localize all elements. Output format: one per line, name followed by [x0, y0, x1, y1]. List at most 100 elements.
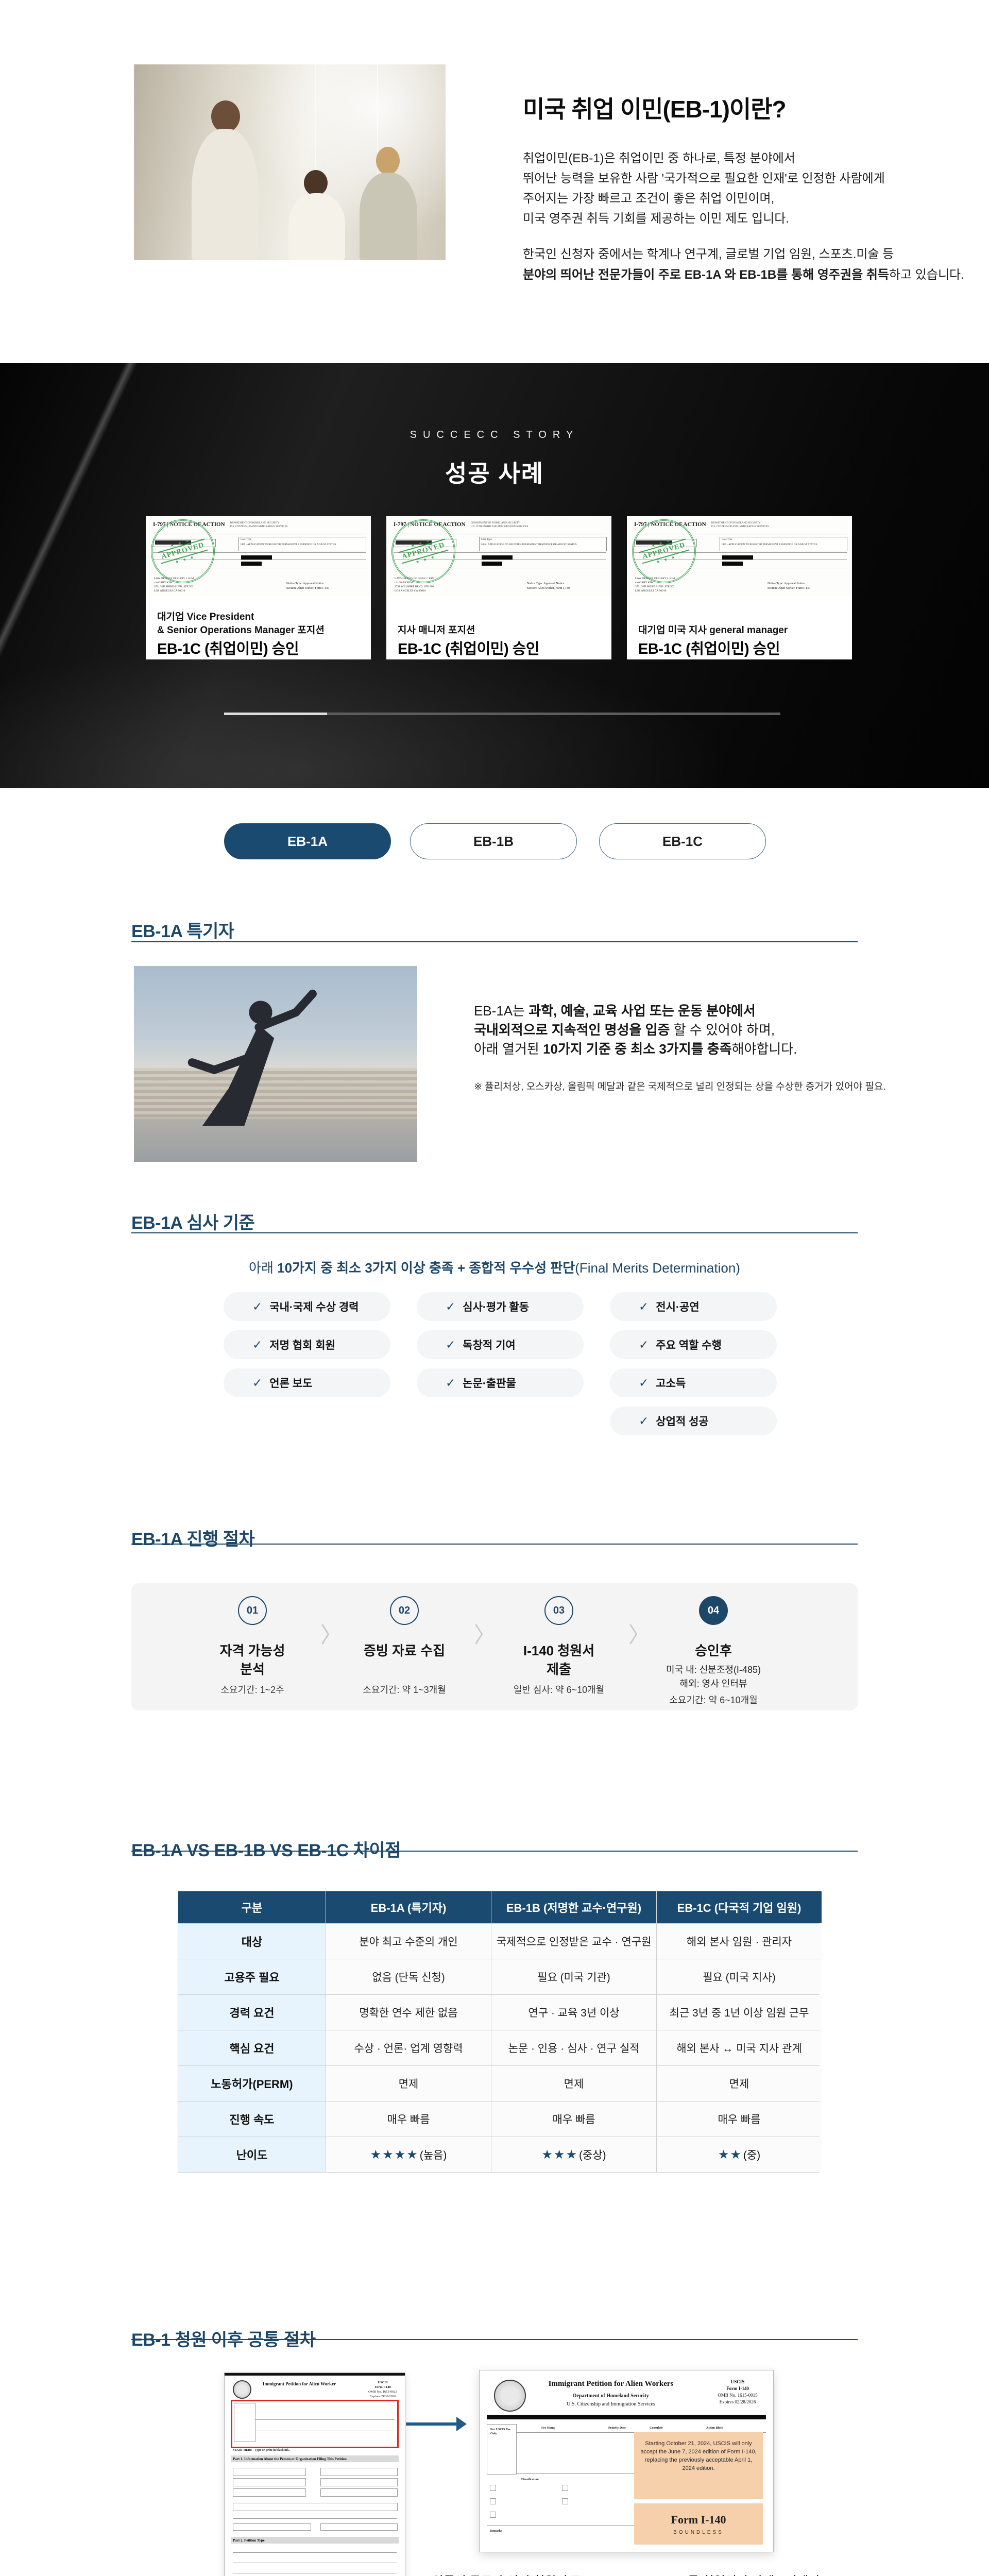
i797-address: LAW OFFICES OF GARY J. KIM c/o GARY KIM …	[635, 577, 675, 593]
table-cell: 분야 최고 수준의 개인	[326, 1924, 491, 1959]
approval-document-image: I-797 | NOTICE OF ACTION DEPARTMENT OF H…	[627, 516, 852, 596]
section-heading-eb1a: EB-1A 특기자	[131, 922, 234, 942]
check-icon: ✓	[446, 1299, 456, 1313]
i797-agency: DEPARTMENT OF HOMELAND SECURITY U.S. CIT…	[471, 521, 528, 529]
redaction-bar	[722, 562, 743, 566]
form-title: Immigrant Petition for Alien Worker	[262, 2381, 336, 2386]
hero-p1-line: 취업이민(EB-1)은 취업이민 중 하나로, 특정 분야에서	[523, 151, 795, 165]
table-row-label: 대상	[178, 1924, 326, 1959]
uscis-label: USCIS	[378, 2381, 388, 2384]
i140-form-large: Immigrant Petition for Alien Workers Dep…	[479, 2370, 774, 2552]
eb1a-line: 국내외적으로 지속적인 명성을 입증 할 수 있어야 하며,	[474, 1022, 775, 1038]
form-field	[233, 2488, 306, 2497]
checkbox	[562, 2485, 568, 2491]
case-type-label: Case Type	[241, 538, 251, 541]
section-line: Section: Alien worker, Form I-140	[527, 587, 570, 590]
section-divider	[131, 941, 858, 942]
star-rating-note: (높음)	[419, 2149, 447, 2161]
carousel-scrollbar[interactable]	[224, 713, 780, 715]
page-title: 미국 취업 이민(EB-1)이란?	[523, 96, 787, 123]
tab-eb1c[interactable]: EB-1C	[599, 823, 766, 859]
step-duration: 일반 심사: 약 6~10개월	[513, 1685, 605, 1695]
criteria-item-label: 논문·출판물	[463, 1378, 516, 1389]
tab-eb1b[interactable]: EB-1B	[410, 823, 577, 859]
i797-address: LAW OFFICES OF GARY J. KIM c/o GARY KIM …	[395, 577, 434, 593]
hero-meeting-photo	[134, 64, 446, 260]
address-line: c/o GARY KIM	[635, 581, 654, 584]
address-line: 3731 WILSHIRE BLVD. STE 502	[635, 585, 675, 588]
i797-header: I-797 | NOTICE OF ACTION DEPARTMENT OF H…	[394, 521, 606, 529]
step-duration: 소요기간: 1~2주	[220, 1685, 284, 1695]
case-type-box: Case Type I485 - APPLICATION TO REGISTER…	[238, 537, 366, 551]
step-sub-line: 미국 내: 신분조정(I-485)	[666, 1665, 761, 1675]
tab-eb1a[interactable]: EB-1A	[224, 823, 391, 859]
criteria-item: ✓ 언론 보도	[224, 1368, 390, 1397]
form-line	[255, 2419, 395, 2420]
divider	[394, 552, 606, 553]
after-caption-line1: 외국인 근로자 이민 청원서'로, EB-1, EB-2, EB-3 등 취업이…	[394, 2571, 858, 2576]
i797-approval-document: I-797 | NOTICE OF ACTION DEPARTMENT OF H…	[627, 516, 852, 596]
check-icon: ✓	[446, 1337, 456, 1351]
section-divider	[131, 1232, 858, 1233]
form-number: Form I-140	[726, 2386, 749, 2391]
hero-p2-line1: 한국인 신청자 중에서는 학계나 연구계, 글로벌 기업 임원, 스포츠.미술 …	[523, 247, 894, 261]
i797-approval-document: I-797 | NOTICE OF ACTION DEPARTMENT OF H…	[146, 516, 371, 596]
table-cell: 필요 (미국 지사)	[657, 1959, 822, 1994]
process-panel: 01 자격 가능성 분석 소요기간: 1~2주 02 증빙 자료 수집 소요기간:…	[131, 1583, 858, 1710]
arrow-right-icon	[406, 2422, 457, 2426]
address-line: LOS ANGELES CA 90010	[635, 589, 667, 592]
address-line: LOS ANGELES CA 90010	[395, 589, 426, 592]
hero-paragraph-1: 취업이민(EB-1)은 취업이민 중 하나로, 특정 분야에서 뛰어난 능력을 …	[523, 148, 885, 229]
criteria-item: ✓ 심사·평가 활동	[417, 1292, 584, 1321]
address-line: c/o GARY KIM	[395, 581, 413, 584]
form-top-bar	[225, 2373, 405, 2376]
start-here-line: START HERE - Type or print in black ink.	[233, 2449, 290, 2452]
check-icon: ✓	[252, 1376, 263, 1389]
form-line	[233, 2518, 397, 2519]
case-type-label: Case Type	[481, 538, 492, 541]
approval-document-image: I-797 | NOTICE OF ACTION DEPARTMENT OF H…	[386, 516, 611, 596]
form-title: Immigrant Petition for Alien Workers	[548, 2380, 674, 2388]
expiry-date: Expires 02/28/2026	[719, 2399, 756, 2404]
success-card-result: EB-1C (취업이민) 승인	[638, 641, 780, 657]
omb-number: OMB No. 1615-0023	[368, 2390, 397, 2394]
table-cell: 국제적으로 인정받은 교수 · 연구원	[491, 1924, 656, 1959]
form-field	[320, 2488, 398, 2497]
criteria-item-label: 전시·공연	[656, 1301, 700, 1313]
carousel-scrollbar-thumb[interactable]	[224, 713, 327, 715]
chevron-right-icon: 〉	[320, 1623, 343, 1647]
i797-agency-line1: DEPARTMENT OF HOMELAND SECURITY	[470, 522, 520, 524]
divider	[153, 552, 366, 553]
sprinter-silhouette	[187, 989, 317, 1126]
form-black-bar	[487, 2415, 766, 2419]
eb1a-line: 아래 열거된 10가지 기준 중 최소 3가지를 충족해야합니다.	[474, 1041, 797, 1057]
i797-header: I-797 | NOTICE OF ACTION DEPARTMENT OF H…	[634, 521, 847, 529]
form-line	[487, 2525, 634, 2526]
criteria-item-label: 고소득	[656, 1378, 686, 1389]
notice-type-line: Notice Type: Approval Notice	[768, 582, 805, 585]
form-line	[233, 2552, 397, 2553]
criteria-item-label: 심사·평가 활동	[463, 1301, 530, 1313]
redaction-bar	[241, 555, 272, 560]
table-cell: 면제	[657, 2066, 822, 2101]
table-cell: 연구 · 교육 3년 이상	[491, 1995, 656, 2030]
redaction-bar	[636, 540, 672, 545]
criteria-intro: 아래 10가지 중 최소 3가지 이상 충족 + 종합적 우수성 판단(Fina…	[249, 1260, 740, 1276]
section-line: Section: Alien worker, Form I-140	[286, 587, 329, 590]
i797-address: LAW OFFICES OF GARY J. KIM c/o GARY KIM …	[154, 577, 194, 593]
i797-title: I-797 | NOTICE OF ACTION	[634, 521, 706, 528]
criteria-item-label: 상업적 성공	[656, 1416, 709, 1428]
uscis-use-only-box: For USCIS Use Only	[487, 2424, 517, 2475]
eb1a-line: EB-1A는 과학, 예술, 교육 사업 또는 운동 분야에서	[474, 1003, 756, 1019]
hero-p1-line: 미국 영주권 취득 기회를 제공하는 이민 제도 입니다.	[523, 212, 790, 226]
athlete-photo	[134, 966, 417, 1162]
criteria-item-label: 주요 역할 수행	[656, 1340, 722, 1351]
section-divider	[131, 1544, 858, 1545]
criteria-item: ✓ 전시·공연	[610, 1292, 777, 1321]
check-icon: ✓	[252, 1337, 263, 1351]
check-icon: ✓	[446, 1376, 456, 1389]
star-rating-note: (중)	[743, 2149, 761, 2161]
table-header-cell: EB-1A (특기자)	[326, 1891, 491, 1923]
step-duration: 소요기간: 약 6~10개월	[669, 1695, 758, 1705]
window-pane	[314, 64, 316, 182]
